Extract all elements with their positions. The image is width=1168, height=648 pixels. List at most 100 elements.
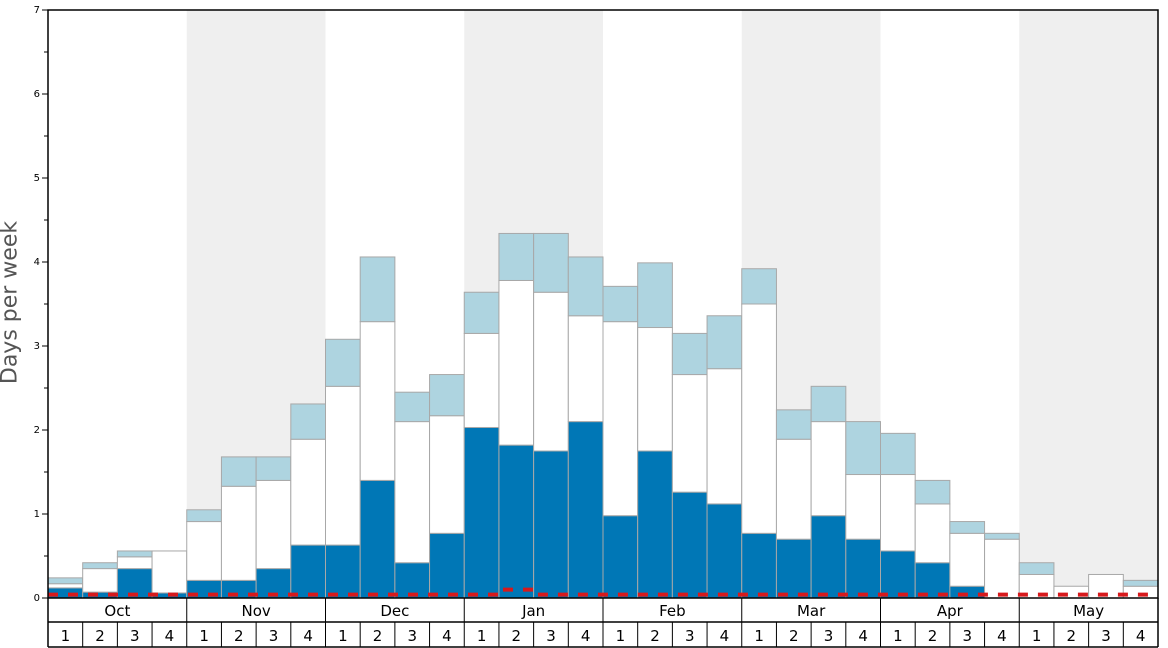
bar-segment-1 [186,521,222,581]
bar-segment-0 [741,532,777,599]
bar-segment-1 [671,374,708,493]
bar-segment-1 [151,550,188,594]
week-label: 3 [269,627,279,645]
bar-segment-2 [394,391,431,423]
bar-segment-2 [914,479,951,505]
bar-segment-1 [880,474,916,552]
month-label: May [1073,602,1104,620]
bar-segment-0 [775,538,812,599]
bar-segment-2 [706,315,743,370]
bar-segment-2 [845,421,881,476]
y-tick-label: 7 [34,5,40,16]
week-label: 4 [303,627,313,645]
month-label: Mar [797,602,826,620]
bar-segment-1 [775,438,812,540]
y-tick-label: 3 [34,341,40,352]
bar-segment-1 [255,479,292,570]
bar-segment-0 [290,544,326,599]
bar-segment-2 [186,509,222,523]
bar-segment-0 [325,544,361,599]
week-label: 4 [442,627,452,645]
bar-segment-1 [498,279,535,446]
bar-segment-0 [671,491,708,599]
bar-segment-0 [706,503,743,599]
y-tick-label: 0 [34,593,40,604]
bar-segment-2 [741,268,777,305]
bar-segment-2 [984,532,1020,540]
bar-segment-2 [82,562,118,570]
bar-segment-2 [602,285,639,323]
week-label: 4 [858,627,868,645]
bar-segment-2 [810,385,847,423]
y-tick-label: 5 [34,173,40,184]
bar-segment-1 [325,385,361,546]
week-label: 4 [1136,627,1146,645]
bar-segment-2 [567,256,604,317]
bar-segment-0 [845,538,881,599]
bar-segment-0 [359,479,396,599]
bar-segment-0 [463,426,500,599]
bar-segment-0 [394,562,431,599]
bar-segment-2 [325,338,361,387]
week-label: 4 [581,627,591,645]
week-label: 1 [754,627,764,645]
bar-segment-2 [1122,579,1159,587]
bar-segment-1 [359,321,396,481]
bar-segment-1 [984,538,1020,599]
bar-segment-2 [949,521,986,534]
bar-segment-1 [290,438,326,546]
week-label: 2 [928,627,938,645]
bar-segment-2 [880,432,916,476]
bar-segment-1 [741,303,777,534]
week-label: 2 [234,627,244,645]
week-label: 3 [824,627,834,645]
week-label: 3 [962,627,972,645]
bar-segment-2 [255,456,292,481]
bar-segment-1 [394,421,431,564]
bar-segment-1 [567,315,604,423]
bar-segment-2 [220,456,257,487]
bar-segment-1 [463,332,500,428]
bar-segment-1 [949,532,986,587]
reference-dashed-line [48,587,1158,597]
week-label: 4 [720,627,730,645]
week-label: 1 [199,627,209,645]
bar-segment-2 [429,374,465,417]
bar-segment-1 [47,583,84,589]
bar-segment-1 [533,291,569,452]
bar-segment-0 [637,450,673,599]
week-label: 4 [997,627,1007,645]
bar-segment-2 [463,291,500,334]
bar-segment-1 [220,485,257,581]
bar-segment-1 [706,368,743,505]
week-label: 3 [546,627,556,645]
week-label: 2 [789,627,799,645]
bar-segment-1 [429,415,465,534]
week-label: 2 [650,627,660,645]
bar-segment-1 [116,556,153,570]
month-label: Dec [380,602,409,620]
month-label: Feb [659,602,686,620]
bar-segment-1 [82,568,118,593]
bar-segment-1 [637,327,673,452]
week-label: 3 [130,627,140,645]
bar-segment-0 [602,515,639,599]
bar-segment-1 [914,503,951,564]
week-label: 3 [1101,627,1111,645]
bar-segment-1 [602,321,639,517]
week-label: 2 [1067,627,1077,645]
week-label: 2 [373,627,383,645]
week-label: 1 [893,627,903,645]
week-label: 1 [477,627,487,645]
month-label: Apr [937,602,964,620]
bar-segment-0 [810,515,847,599]
bar-segment-0 [533,450,569,599]
bar-segment-1 [810,421,847,517]
week-label: 1 [1032,627,1042,645]
bar-segment-0 [498,444,535,599]
bar-segment-2 [775,409,812,440]
bar-segment-0 [429,532,465,599]
y-tick-label: 4 [34,257,40,268]
y-axis-label: Days per week [0,220,23,385]
